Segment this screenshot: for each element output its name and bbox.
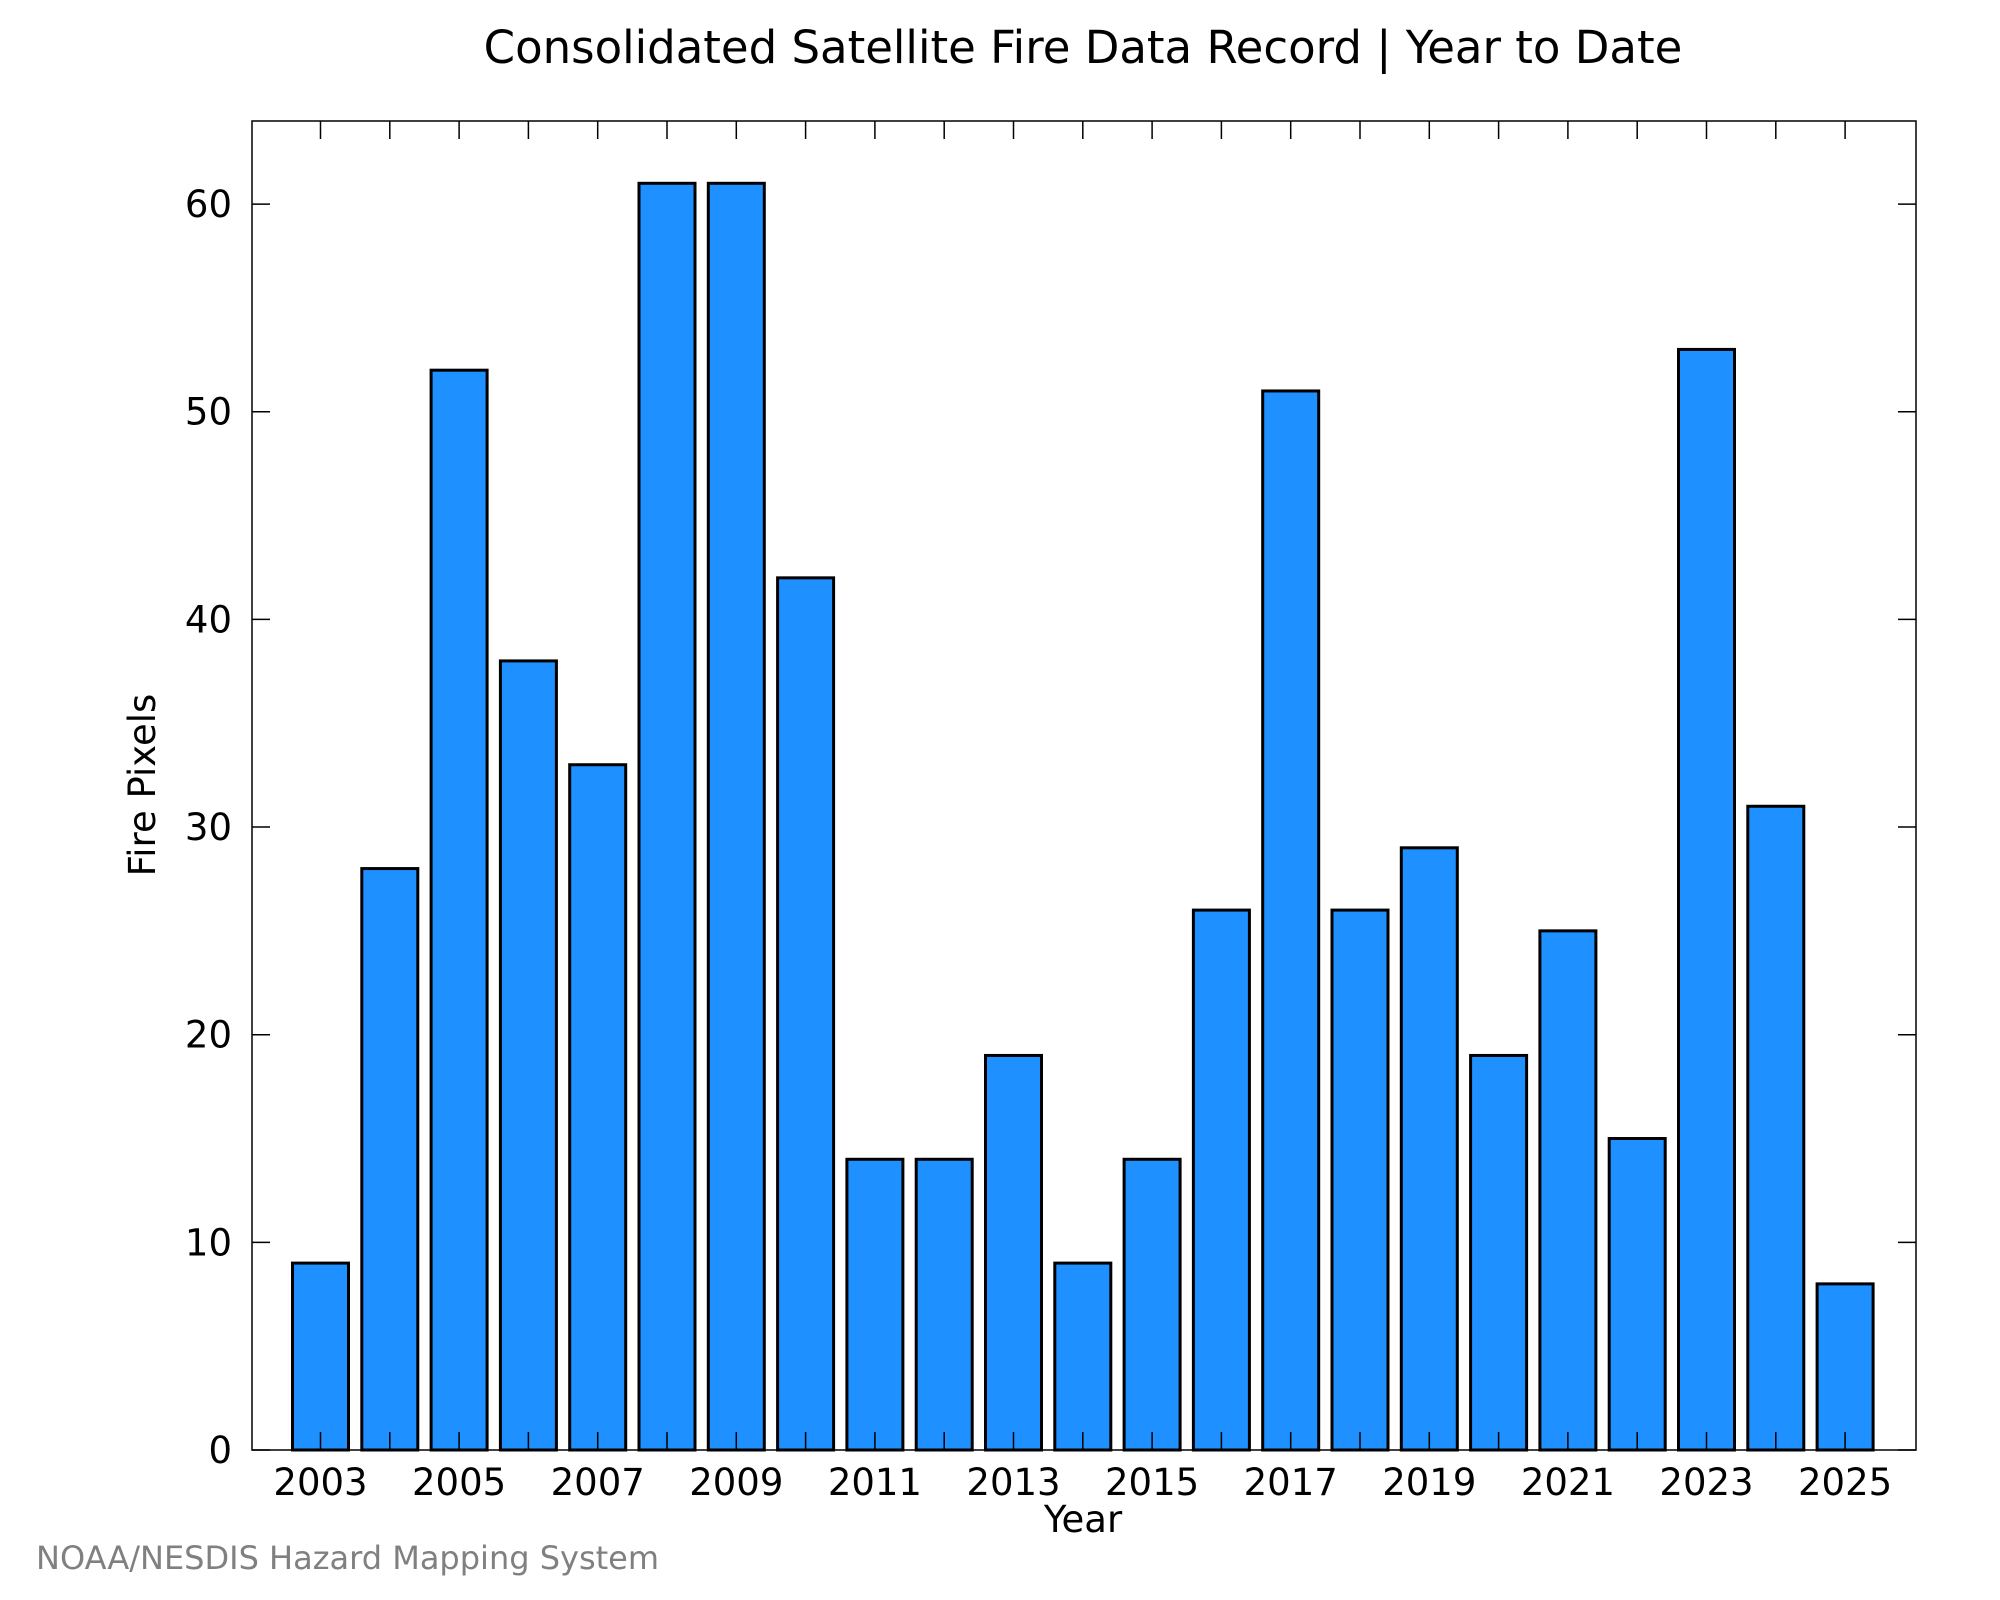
- tick-labels: 2003 2005 2007 2009 2011 2013 2015 2017 2019 2021…: [185, 183, 1892, 1504]
- axis-ticks: [252, 121, 1916, 1451]
- bar-2021: [1538, 929, 1598, 1452]
- x-tick-label: 2011: [828, 1461, 922, 1504]
- chart-title: Consolidated Satellite Fire Data Record …: [484, 21, 1683, 74]
- bar-2018: [1330, 908, 1390, 1452]
- bar-2015: [1122, 1157, 1182, 1452]
- bar-2003: [291, 1261, 350, 1452]
- bar-2007: [568, 763, 628, 1452]
- credit-text: NOAA/NESDIS Hazard Mapping System: [36, 1539, 660, 1577]
- y-tick-label: 50: [185, 391, 232, 434]
- bar-2016: [1191, 908, 1251, 1452]
- x-tick-label: 2015: [1105, 1461, 1199, 1504]
- bar-2006: [498, 659, 558, 1452]
- bar-2010: [776, 576, 836, 1452]
- y-tick-label: 30: [185, 806, 232, 849]
- bar-2009: [706, 181, 766, 1452]
- bar-2012: [914, 1157, 974, 1452]
- x-tick-label: 2007: [551, 1461, 645, 1504]
- x-tick-label: 2017: [1244, 1461, 1338, 1504]
- bar-2011: [845, 1157, 905, 1452]
- bar-2014: [1053, 1261, 1113, 1452]
- y-tick-label: 10: [185, 1221, 232, 1264]
- bar-2013: [984, 1053, 1043, 1452]
- x-axis-title: Year: [1043, 1498, 1123, 1541]
- x-tick-label: 2021: [1521, 1461, 1615, 1504]
- bar-2023: [1677, 347, 1736, 1452]
- x-tick-label: 2009: [689, 1461, 783, 1504]
- y-tick-label: 0: [208, 1429, 232, 1472]
- bar-2008: [637, 181, 697, 1452]
- x-tick-label: 2003: [273, 1461, 367, 1504]
- y-axis-title: Fire Pixels: [121, 694, 164, 877]
- bar-2020: [1469, 1053, 1529, 1452]
- x-tick-label: 2013: [966, 1461, 1060, 1504]
- bar-2004: [360, 867, 420, 1452]
- bar-2019: [1399, 846, 1459, 1452]
- x-tick-label: 2023: [1659, 1461, 1753, 1504]
- x-tick-label: 2005: [412, 1461, 506, 1504]
- bar-2025: [1815, 1282, 1875, 1452]
- bar-2017: [1261, 389, 1321, 1452]
- bars: [291, 181, 1875, 1452]
- bar-2024: [1746, 804, 1806, 1452]
- y-tick-label: 20: [185, 1014, 232, 1057]
- bar-2005: [429, 368, 489, 1452]
- x-tick-label: 2025: [1798, 1461, 1892, 1504]
- y-tick-label: 40: [185, 598, 232, 641]
- x-tick-label: 2019: [1382, 1461, 1476, 1504]
- y-tick-label: 60: [185, 183, 232, 226]
- bar-2022: [1607, 1137, 1667, 1452]
